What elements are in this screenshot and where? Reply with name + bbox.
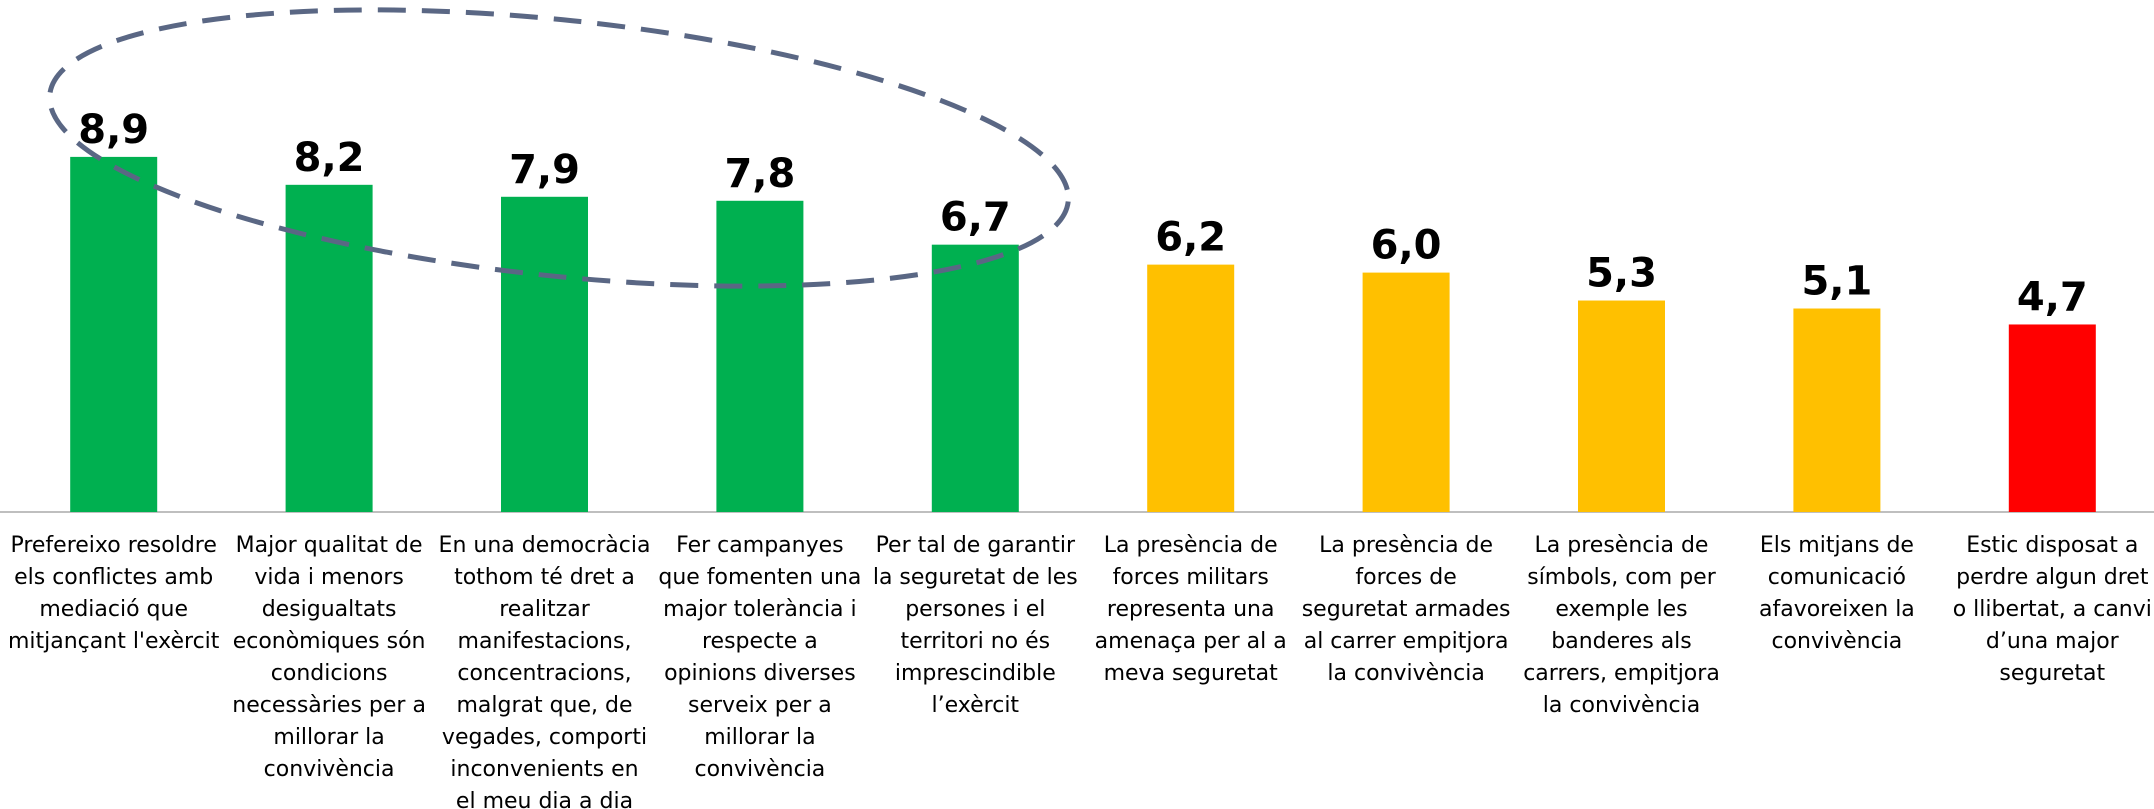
bar [1362, 272, 1450, 512]
x-tick-label: La presència de forces militars represen… [1094, 533, 1287, 686]
value-label: 7,8 [724, 151, 795, 197]
x-tick-label: Per tal de garantir la seguretat de les … [872, 533, 1078, 718]
bar [70, 156, 158, 512]
value-label: 8,9 [78, 107, 149, 153]
value-label: 8,2 [294, 135, 365, 181]
bar [931, 244, 1019, 513]
bar [716, 200, 804, 512]
bar [1578, 300, 1665, 512]
x-tick-label: La presència de forces de seguretat arma… [1301, 533, 1511, 686]
value-label: 6,0 [1371, 223, 1442, 269]
x-tick-label: Estic disposat a perdre algun dret o lli… [1952, 533, 2152, 686]
x-tick-label: Fer campanyes que fomenten una major tol… [658, 533, 862, 782]
x-tick-label: Els mitjans de comunicació afavoreixen l… [1758, 533, 1915, 654]
value-label: 6,7 [940, 195, 1011, 241]
bar [501, 196, 588, 513]
bar [1793, 308, 1881, 512]
value-label: 5,3 [1586, 251, 1657, 297]
bar [1147, 264, 1235, 512]
x-tick-label: La presència de símbols, com per exemple… [1523, 533, 1720, 718]
value-label: 4,7 [2017, 274, 2088, 320]
value-label: 6,2 [1155, 215, 1226, 261]
x-tick-label: En una democràcia tothom té dret a reali… [438, 533, 651, 809]
x-tick-label: Prefereixo resoldre els conflictes amb m… [7, 533, 220, 654]
highlight-ellipse [47, 7, 1071, 289]
value-label: 7,9 [509, 147, 580, 193]
value-label: 5,1 [1801, 259, 1872, 305]
bar [2008, 324, 2096, 512]
x-tick-label: Major qualitat de vida i menors desigual… [232, 533, 426, 782]
